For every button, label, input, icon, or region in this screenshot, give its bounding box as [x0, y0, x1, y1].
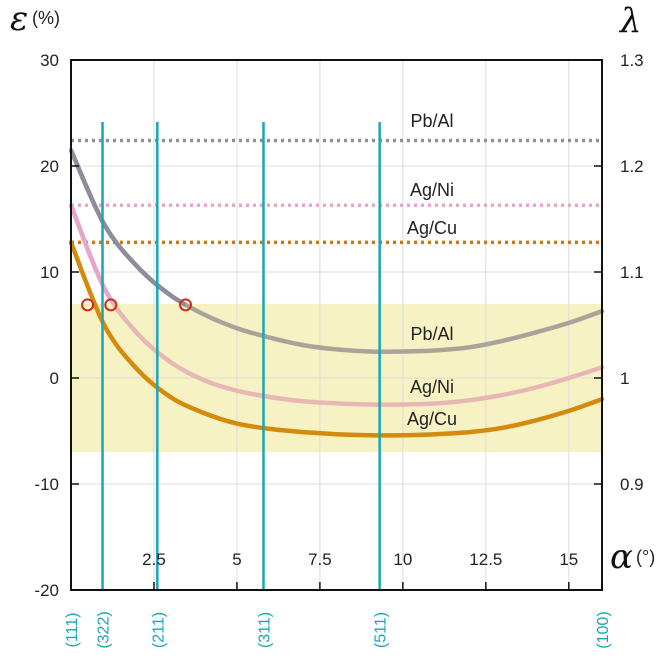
dashed-lines-layer — [71, 138, 602, 245]
right-tick-label: 0.9 — [620, 475, 644, 494]
right-tick-label: 1.2 — [620, 157, 644, 176]
x-tick-label: 12.5 — [469, 550, 502, 569]
plane-label: (100) — [595, 611, 612, 648]
left-axis-unit: (%) — [32, 8, 60, 28]
dashed-line-label: Ag/Cu — [407, 218, 457, 238]
plot-frame — [70, 59, 603, 591]
x-tick-label: 7.5 — [308, 550, 332, 569]
plane-label: (111) — [64, 613, 81, 648]
left-tick-label: 10 — [40, 263, 59, 282]
right-tick-label: 1.3 — [620, 51, 644, 70]
x-tick-label: 15 — [559, 550, 578, 569]
plane-label: (311) — [256, 612, 273, 648]
plane-label: (211) — [150, 612, 167, 648]
curve-label: Ag/Ni — [410, 377, 454, 397]
left-tick-label: 20 — [40, 157, 59, 176]
dashed-line-label: Ag/Ni — [410, 180, 454, 200]
right-tick-label: 1 — [620, 369, 629, 388]
right-axis-symbol: λ — [618, 1, 642, 41]
left-tick-label: -10 — [34, 475, 59, 494]
curves-layer — [68, 147, 605, 438]
plane-label: (511) — [373, 612, 390, 648]
left-tick-label: 30 — [40, 51, 59, 70]
transition-marker — [104, 298, 118, 312]
x-tick-label: 5 — [232, 550, 241, 569]
curve-label: Ag/Cu — [407, 409, 457, 429]
x-tick-label: 2.5 — [142, 550, 166, 569]
markers-layer — [81, 298, 192, 312]
plane-lines-layer — [101, 122, 381, 590]
right-tick-label: 1.1 — [620, 263, 644, 282]
transition-marker — [178, 298, 192, 312]
labels-layer: Pb/Al Ag/Ni Ag/Cu Pb/Al Ag/Ni Ag/Cu (111) (322)… — [34, 51, 643, 649]
ticks-layer — [71, 59, 602, 591]
transition-marker — [81, 298, 95, 312]
curve-ag-ni — [68, 202, 605, 407]
curve-upper-pb-al — [68, 149, 186, 308]
plane-label: (322) — [96, 611, 113, 648]
x-axis-unit: (°) — [636, 547, 655, 567]
curve-ag-cu — [68, 240, 605, 438]
left-tick-label: 0 — [50, 369, 59, 388]
dashed-line-label: Pb/Al — [410, 111, 453, 131]
left-tick-label: -20 — [34, 581, 59, 600]
left-axis-symbol: ε — [10, 0, 28, 39]
x-tick-label: 10 — [393, 550, 412, 569]
x-axis-symbol: α — [610, 537, 633, 577]
curve-label: Pb/Al — [410, 324, 453, 344]
